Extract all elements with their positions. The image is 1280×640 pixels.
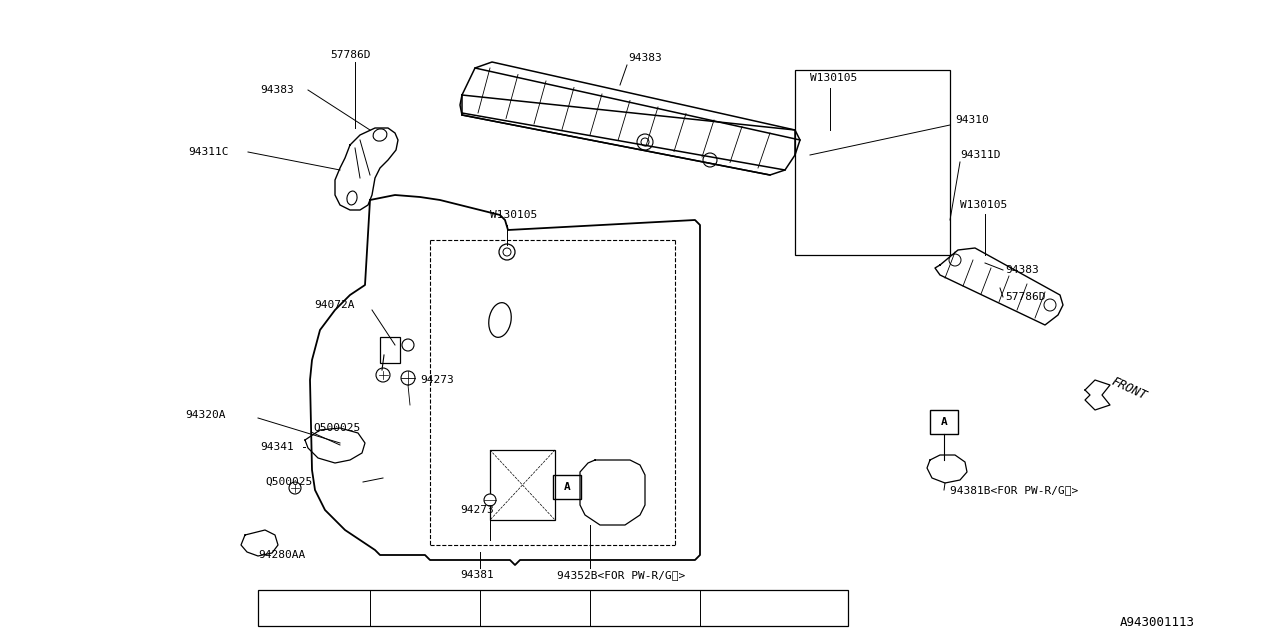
Circle shape: [641, 138, 649, 146]
Text: W130105: W130105: [810, 73, 858, 83]
Text: 94383: 94383: [1005, 265, 1039, 275]
Text: 94311C: 94311C: [188, 147, 229, 157]
Text: 94381: 94381: [460, 570, 494, 580]
Text: 94341: 94341: [260, 442, 293, 452]
Text: 94072A: 94072A: [314, 300, 355, 310]
Text: 94383: 94383: [628, 53, 662, 63]
Circle shape: [503, 248, 511, 256]
Text: 94383: 94383: [260, 85, 293, 95]
Text: 94273: 94273: [460, 505, 494, 515]
Bar: [490, 450, 556, 520]
Circle shape: [948, 254, 961, 266]
Ellipse shape: [489, 303, 511, 337]
Text: 94280AA: 94280AA: [259, 550, 305, 560]
Text: A943001113: A943001113: [1120, 616, 1196, 628]
Bar: [259, 590, 849, 626]
Text: 94311D: 94311D: [960, 150, 1001, 160]
Text: 57786D: 57786D: [330, 50, 370, 60]
Circle shape: [401, 371, 415, 385]
Text: 94310: 94310: [955, 115, 988, 125]
Ellipse shape: [372, 129, 387, 141]
Circle shape: [376, 368, 390, 382]
Text: 94381B<FOR PW-R/G車>: 94381B<FOR PW-R/G車>: [950, 485, 1078, 495]
Text: 94352B<FOR PW-R/G車>: 94352B<FOR PW-R/G車>: [557, 570, 685, 580]
Text: Q500025: Q500025: [265, 477, 312, 487]
Ellipse shape: [347, 191, 357, 205]
Text: 57786D: 57786D: [1005, 292, 1046, 302]
Bar: [380, 337, 399, 363]
Circle shape: [484, 494, 497, 506]
Bar: [931, 410, 957, 434]
Text: A: A: [941, 417, 947, 427]
Circle shape: [499, 244, 515, 260]
Circle shape: [1044, 299, 1056, 311]
Text: 94320A: 94320A: [186, 410, 225, 420]
Circle shape: [637, 134, 653, 150]
Circle shape: [402, 339, 413, 351]
Text: Q500025: Q500025: [314, 423, 360, 433]
Text: 94273: 94273: [420, 375, 453, 385]
Circle shape: [703, 153, 717, 167]
Text: FRONT: FRONT: [1110, 375, 1149, 403]
Circle shape: [289, 482, 301, 494]
Text: W130105: W130105: [490, 210, 538, 220]
Text: W130105: W130105: [960, 200, 1007, 210]
Bar: [553, 475, 581, 499]
Bar: [795, 70, 950, 255]
Text: A: A: [563, 482, 571, 492]
